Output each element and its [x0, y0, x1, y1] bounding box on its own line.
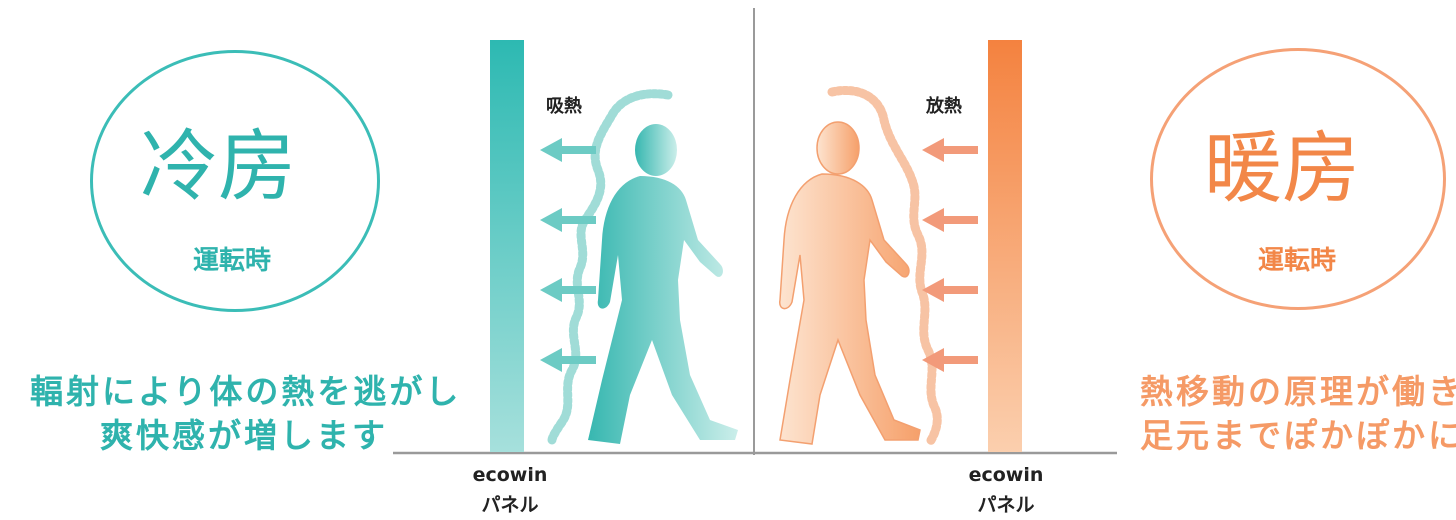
cooling-arrow — [540, 348, 596, 372]
heating-caption-line1: 熱移動の原理が働き — [1140, 372, 1456, 411]
heating-title: 暖房 — [1204, 124, 1361, 214]
heating-arrow — [922, 278, 978, 302]
cooling-ecowin-panel — [490, 40, 524, 452]
heating-panel-label-line2: パネル — [977, 494, 1035, 516]
heating-walking-person-icon — [779, 121, 921, 445]
cooling-arrow — [540, 278, 596, 302]
heating-arrow — [922, 208, 978, 232]
heating-arrow — [922, 348, 978, 372]
heating-ecowin-panel — [988, 40, 1022, 452]
cooling-flow-label: 吸熱 — [546, 96, 582, 117]
cooling-caption-line2: 爽快感が増します — [100, 416, 388, 455]
heating-heat-aura — [827, 86, 942, 447]
cooling-panel-label: ecowin パネル — [462, 460, 558, 520]
cooling-heat-aura — [547, 89, 673, 445]
heating-arrow — [922, 138, 978, 162]
cooling-walking-person-icon — [588, 124, 738, 444]
cooling-panel-label-line2: パネル — [481, 494, 539, 516]
cooling-subtitle: 運転時 — [193, 246, 272, 276]
heating-caption-line2: 足元までぽかぽかに — [1140, 416, 1456, 455]
heating-mode-circle — [1150, 48, 1446, 310]
cooling-title: 冷房 — [140, 122, 297, 212]
heating-flow-label: 放熱 — [926, 96, 962, 117]
heating-subtitle: 運転時 — [1258, 246, 1337, 276]
cooling-arrow — [540, 208, 596, 232]
cooling-mode-circle — [90, 50, 380, 312]
heating-panel-label: ecowin パネル — [958, 460, 1054, 520]
cooling-arrow — [540, 138, 596, 162]
cooling-caption-line1: 輻射により体の熱を逃がし — [30, 372, 462, 411]
heating-panel-label-line1: ecowin — [968, 464, 1044, 486]
cooling-panel-label-line1: ecowin — [472, 464, 548, 486]
